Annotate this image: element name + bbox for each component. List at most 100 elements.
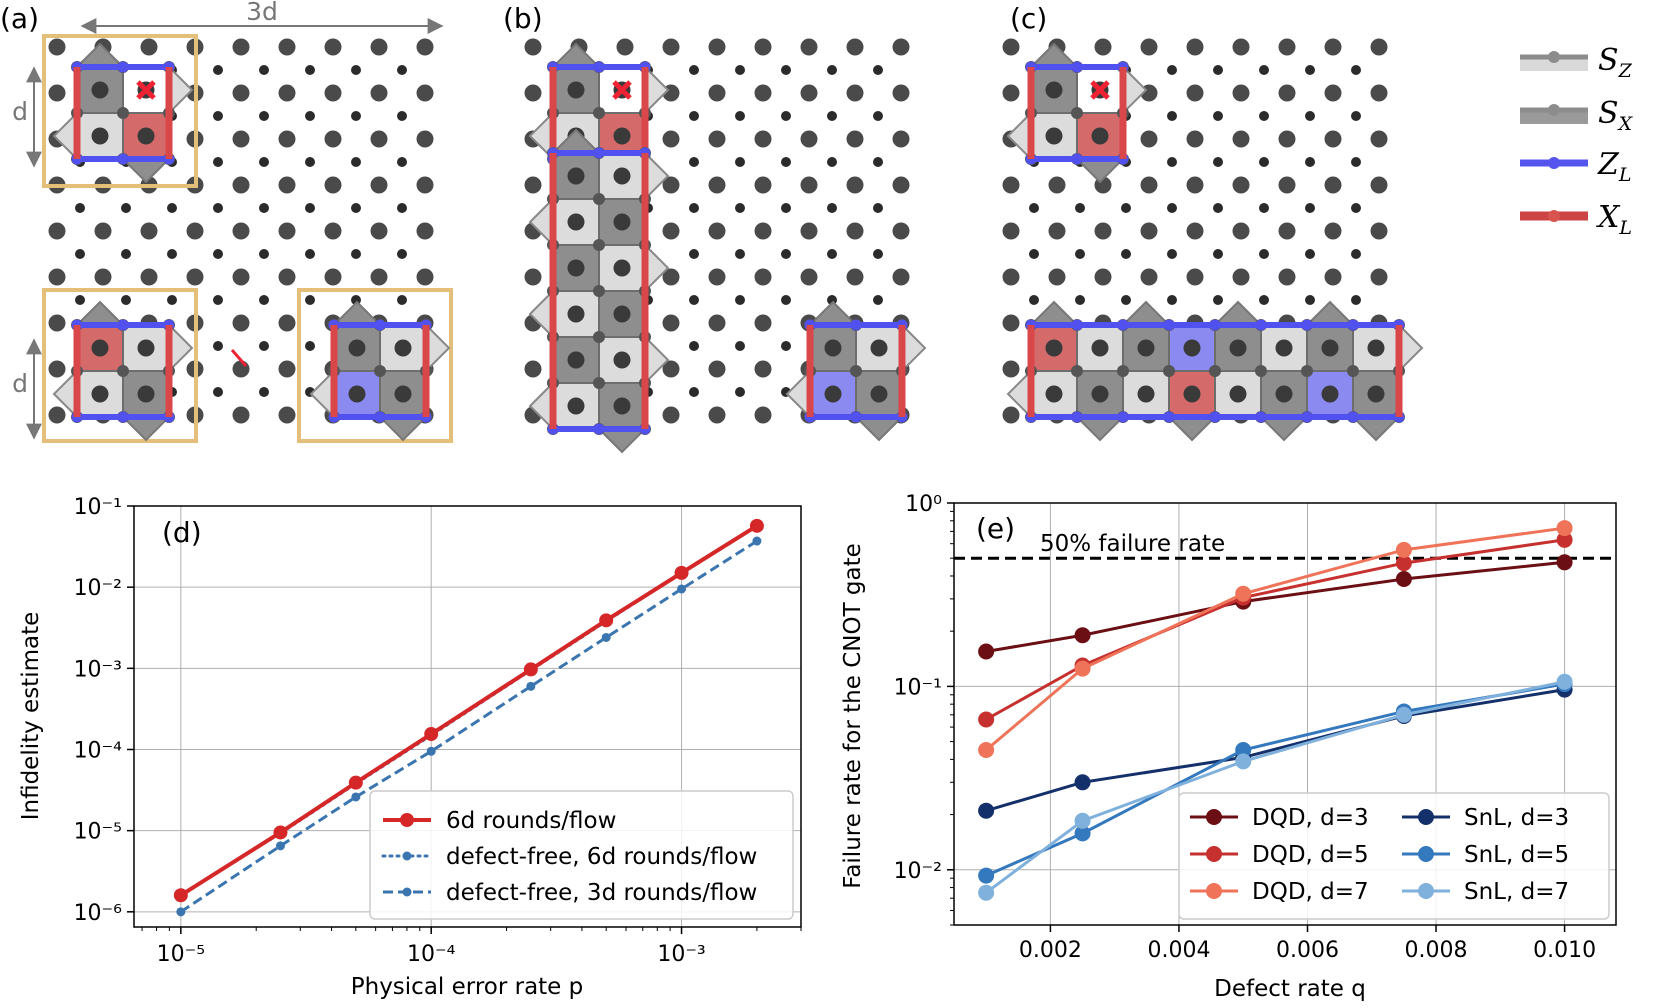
qubit-dot [1002,176,1020,194]
boundary-stabilizer [1212,300,1264,326]
qubit-dot [186,222,204,240]
ancilla-dot [781,203,791,213]
ancilla-qubit [1045,81,1063,99]
qubit-dot [1140,222,1158,240]
chart-d-series-line [179,524,758,897]
qubit-dot [800,268,818,286]
ancilla-dot [1121,295,1131,305]
ancilla-qubit [1045,127,1063,145]
height-dimension-bottom: d [12,338,42,440]
chart-e-series [978,520,1573,901]
qubit-dot [278,314,296,332]
ancilla-qubit [567,81,585,99]
ancilla-qubit [1091,339,1109,357]
chart-e-point [1235,753,1252,770]
qubit-dot [1002,268,1020,286]
qubit-dot [370,222,388,240]
chart-d-xtick-label: 10⁻³ [657,942,705,967]
qubit-dot [324,268,342,286]
ancilla-dot [1029,295,1039,305]
ancilla-qubit [613,127,631,145]
ancilla-dot [873,65,883,75]
ancilla-dot [735,111,745,121]
ancilla-qubit [91,127,109,145]
qubit-dot [662,130,680,148]
qubit-dot [1002,38,1020,56]
chart-e-xtick-label: 0.002 [1019,938,1082,963]
qubit-dot [1186,84,1204,102]
chart-d-legend-label: 6d rounds/flow [446,808,616,834]
ancilla-dot [1305,295,1315,305]
chart-e-xtick-label: 0.004 [1147,938,1210,963]
ancilla-dot [689,65,699,75]
qubit-dot [708,406,726,424]
ancilla-qubit [348,385,366,403]
ancilla-qubit [613,351,631,369]
ancilla-dot [781,249,791,259]
logical-z-qubit [1071,319,1083,331]
boundary-stabilizer [377,416,429,442]
qubit-dot [1278,130,1296,148]
defect-marker-icon [612,80,632,100]
qubit-dot [232,360,250,378]
ancilla-dot [781,65,791,75]
chart-e-point [1235,585,1252,602]
chart-d-legend-marker [402,851,412,861]
qubit-dot [140,268,158,286]
qubit-dot [708,314,726,332]
chart-e-legend: DQD, d=3 DQD, d=5 DQD, d=7 SnL, d=3 SnL, d=5… [1178,792,1610,920]
qubit-dot [370,268,388,286]
key-sx-label: SX [1598,96,1634,135]
qubit-dot [754,176,772,194]
boundary-stabilizer [1258,416,1310,442]
ancilla-qubit [1091,127,1109,145]
chart-e-ytick-label: 10⁻¹ [894,675,942,700]
ancilla-dot [1305,111,1315,121]
qubit-dot [662,38,680,56]
logical-z-qubit [1301,319,1313,331]
ancilla-qubit [1321,385,1339,403]
qubit-dot [800,130,818,148]
ancilla-qubit [91,339,109,357]
chart-e-frame [953,502,1617,926]
chart-d-panel-label: (d) [162,516,202,549]
boundary-stabilizer [1350,416,1402,442]
boundary-stabilizer [1028,300,1080,326]
chart-d-point [351,792,361,802]
chart-d-legend-box [369,790,794,920]
data-qubit [593,239,605,251]
chart-e-point [978,741,995,758]
ancilla-dot [735,341,745,351]
qubit-dot [846,84,864,102]
ancilla-qubit [394,385,412,403]
ancilla-dot [1167,157,1177,167]
ancilla-dot [827,65,837,75]
qubit-dot [662,176,680,194]
surface-code-patch [1006,300,1424,442]
ancilla-dot [1167,295,1177,305]
boundary-stabilizer [1074,416,1126,442]
qubit-dot [324,176,342,194]
chart-e-legend-marker [1418,846,1434,862]
panel-label-b: (b) [503,2,543,35]
panel-label-c: (c) [1010,2,1047,35]
chart-d-legend-marker [400,813,414,827]
ancilla-dot [689,249,699,259]
ancilla-qubit [613,213,631,231]
qubit-dot [524,268,542,286]
data-qubit [593,285,605,297]
chart-e-ytick-label: 10⁰ [905,492,942,517]
data-qubit [1209,365,1221,377]
ancilla-dot [397,157,407,167]
ancilla-qubit [1229,385,1247,403]
ancilla-dot [1213,295,1223,305]
qubit-dot [48,84,66,102]
ancilla-qubit [1367,385,1385,403]
logical-z-qubit [1209,319,1221,331]
ancilla-dot [213,203,223,213]
qubit-dot [800,176,818,194]
qubit-dot [232,176,250,194]
qubit-dot [1324,38,1342,56]
chart-e-point [978,867,995,884]
qubit-dot [662,406,680,424]
